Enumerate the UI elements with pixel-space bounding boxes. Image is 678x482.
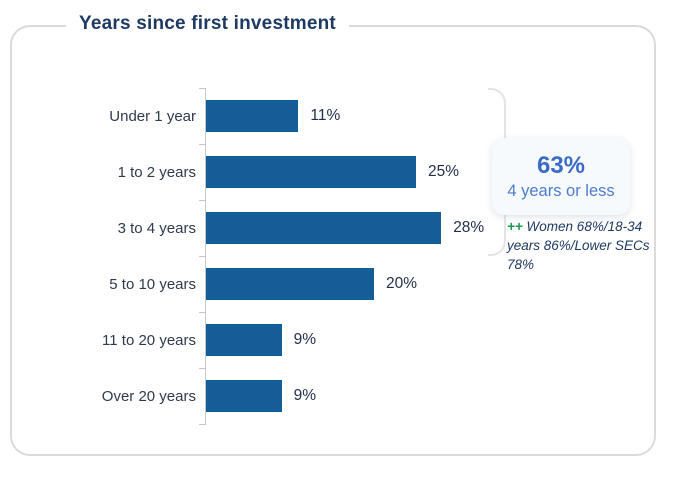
- value-label: 28%: [453, 219, 485, 236]
- axis-tick: [199, 200, 206, 201]
- bar: [206, 156, 416, 188]
- value-label: 20%: [386, 275, 418, 292]
- axis-tick: [199, 88, 206, 89]
- bar: [206, 268, 374, 300]
- category-label: Over 20 years: [101, 387, 196, 405]
- bar: [206, 380, 282, 412]
- subgroup-annotation-text: Women 68%/18-34 years 86%/Lower SECs 78%: [507, 219, 650, 272]
- axis-tick: [199, 256, 206, 257]
- bar: [206, 100, 299, 132]
- axis-tick: [199, 144, 206, 145]
- value-label: 9%: [293, 387, 316, 404]
- category-label: Under 1 year: [109, 107, 196, 125]
- value-label: 25%: [428, 163, 460, 180]
- callout-headline: 63%: [536, 152, 586, 179]
- category-label: 5 to 10 years: [109, 275, 196, 293]
- callout-subtitle: 4 years or less: [507, 182, 615, 200]
- bar: [206, 324, 282, 356]
- category-label: 11 to 20 years: [102, 331, 196, 349]
- subgroup-annotation: ++ Women 68%/18-34 years 86%/Lower SECs …: [507, 218, 653, 275]
- category-label: 3 to 4 years: [117, 219, 196, 237]
- axis-tick: [199, 424, 206, 425]
- value-label: 11%: [310, 107, 341, 124]
- value-label: 9%: [293, 331, 316, 348]
- category-label: 1 to 2 years: [117, 163, 196, 181]
- axis-tick: [199, 312, 206, 313]
- callout-box: 63% 4 years or less: [492, 138, 630, 215]
- chart-title: Years since first investment: [66, 13, 349, 35]
- axis-tick: [199, 368, 206, 369]
- bar: [206, 212, 442, 244]
- significance-marker: ++: [507, 219, 523, 234]
